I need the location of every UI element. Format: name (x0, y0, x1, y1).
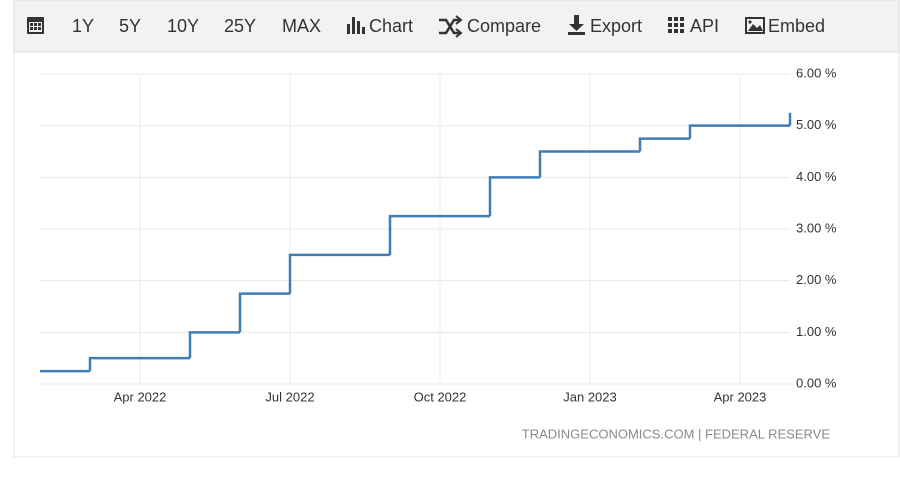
step-segment (538, 150, 640, 178)
calendar-icon (27, 17, 44, 34)
y-tick-label: 0.00 % (796, 375, 837, 390)
toolbar-button[interactable]: MAX (282, 16, 321, 36)
toolbar-button[interactable]: Export (590, 16, 642, 36)
toolbar-button[interactable]: 5Y (119, 16, 141, 36)
y-tick-label: 1.00 % (796, 324, 837, 339)
x-tick-label: Oct 2022 (414, 389, 467, 404)
y-tick-label: 2.00 % (796, 272, 837, 287)
compare-icon (439, 15, 463, 38)
step-segment (688, 124, 790, 139)
y-tick-label: 3.00 % (796, 220, 837, 235)
x-tick-label: Jan 2023 (563, 389, 617, 404)
toolbar-button[interactable]: 1Y (72, 16, 94, 36)
toolbar-button[interactable]: 10Y (167, 16, 199, 36)
step-segment (188, 331, 240, 359)
toolbar-button[interactable]: Compare (467, 16, 541, 36)
api-icon (668, 17, 684, 33)
y-tick-label: 5.00 % (796, 117, 837, 132)
toolbar-button[interactable]: Chart (369, 16, 413, 36)
step-segment (288, 253, 390, 294)
x-tick-label: Jul 2022 (265, 389, 314, 404)
step-segment (638, 137, 690, 152)
export-icon (568, 15, 585, 35)
chart-frame (13, 51, 900, 458)
step-segment (488, 176, 540, 217)
toolbar-button[interactable]: 25Y (224, 16, 256, 36)
y-tick-label: 6.00 % (796, 65, 837, 80)
toolbar (13, 0, 900, 53)
x-tick-label: Apr 2023 (714, 389, 767, 404)
source: TRADINGECONOMICS.COM | FEDERAL RESERVE (522, 426, 831, 441)
embed-icon (745, 17, 765, 34)
chart-icon (347, 17, 365, 34)
step-segment (238, 292, 290, 333)
y-tick-label: 4.00 % (796, 169, 837, 184)
step-segment (388, 214, 490, 255)
x-tick-label: Apr 2022 (114, 389, 167, 404)
toolbar-button[interactable]: API (690, 16, 719, 36)
toolbar-button[interactable]: Embed (768, 16, 825, 36)
step-segment (88, 356, 190, 372)
